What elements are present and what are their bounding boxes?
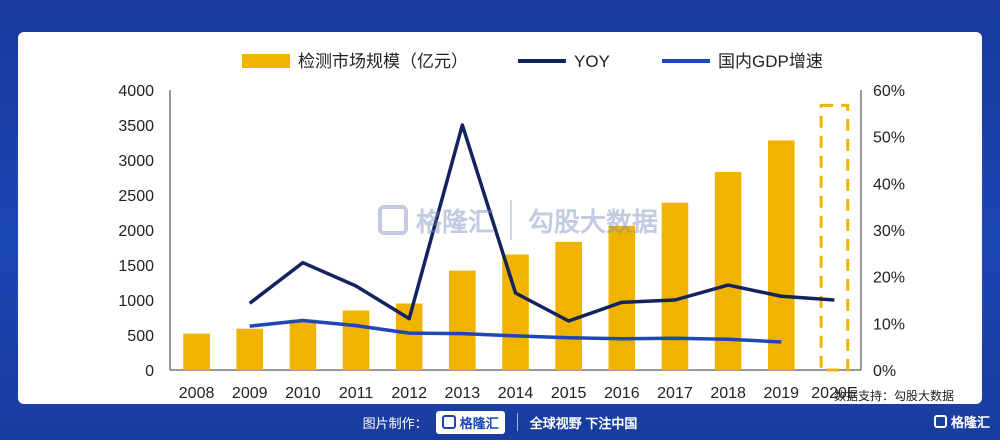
- bar: [767, 140, 795, 370]
- x-tick-label: 2019: [763, 385, 799, 402]
- left-tick-label: 3500: [118, 118, 154, 135]
- right-tick-label: 30%: [873, 223, 905, 240]
- x-tick-label: 2016: [604, 385, 640, 402]
- bar: [555, 241, 582, 370]
- x-tick-label: 2012: [391, 385, 427, 402]
- left-tick-label: 2000: [118, 223, 154, 240]
- bar: [183, 333, 210, 370]
- footer-made-by: 图片制作：: [362, 415, 428, 431]
- x-tick-label: 2010: [285, 385, 321, 402]
- gdp-line: [249, 318, 782, 344]
- bar-estimate: [819, 103, 850, 372]
- left-tick-label: 2500: [118, 188, 154, 205]
- legend-label-yoy: YOY: [574, 52, 610, 71]
- footer-divider: [516, 413, 518, 431]
- x-tick-label: 2017: [657, 385, 693, 402]
- left-tick-label: 0: [145, 363, 154, 380]
- bar: [714, 171, 742, 370]
- chart-card: 0 500 1000 1500 2000 2500 3000 3500 4000 0% 10% 20%…: [18, 32, 982, 404]
- yoy-line: [248, 123, 835, 323]
- right-tick-label: 20%: [873, 270, 905, 287]
- x-tick-label: 2009: [232, 385, 268, 402]
- gelonghui-logo-icon: [933, 415, 947, 428]
- legend-label-bar: 检测市场规模（亿元）: [298, 52, 468, 71]
- x-tick-label: 2013: [445, 385, 481, 402]
- footer: 图片制作： 格隆汇 全球视野 下注中国: [0, 404, 1000, 440]
- x-tick-label: 2015: [551, 385, 587, 402]
- corner-brand: 格隆汇: [950, 415, 990, 430]
- combo-chart: 0 500 1000 1500 2000 2500 3000 3500 4000 0% 10% 20%…: [118, 52, 905, 402]
- bar: [608, 225, 636, 370]
- left-tick-label: 1500: [118, 258, 154, 275]
- right-tick-label: 50%: [873, 130, 905, 147]
- right-tick-label: 0%: [873, 363, 896, 380]
- legend-label-gdp: 国内GDP增速: [718, 52, 823, 71]
- x-tick-label: 2018: [710, 385, 746, 402]
- corner-logo: 格隆汇: [933, 412, 990, 431]
- right-tick-label: 60%: [873, 83, 905, 100]
- left-tick-label: 4000: [118, 83, 154, 100]
- left-tick-label: 3000: [118, 153, 154, 170]
- footer-logo: 格隆汇: [435, 410, 505, 434]
- x-tick-label: 2008: [179, 385, 215, 402]
- left-tick-label: 1000: [118, 293, 154, 310]
- bar: [236, 328, 264, 370]
- left-tick-label: 500: [127, 328, 154, 345]
- legend-swatch-bar: [242, 54, 290, 68]
- bar: [449, 270, 476, 370]
- x-tick-label: 2014: [498, 385, 534, 402]
- bar: [502, 254, 529, 370]
- x-tick-label: 2011: [339, 385, 374, 402]
- right-tick-label: 10%: [873, 316, 905, 333]
- gelonghui-logo-icon: [441, 415, 456, 429]
- bar: [289, 319, 317, 370]
- right-tick-label: 40%: [873, 176, 905, 193]
- footer-slogan: 全球视野 下注中国: [529, 415, 638, 431]
- source-note: 数据支持：勾股大数据: [833, 389, 954, 403]
- bar: [661, 202, 689, 370]
- footer-brand: 格隆汇: [459, 415, 499, 431]
- bar: [342, 310, 370, 370]
- x-tick-label: 2020E: [811, 385, 857, 402]
